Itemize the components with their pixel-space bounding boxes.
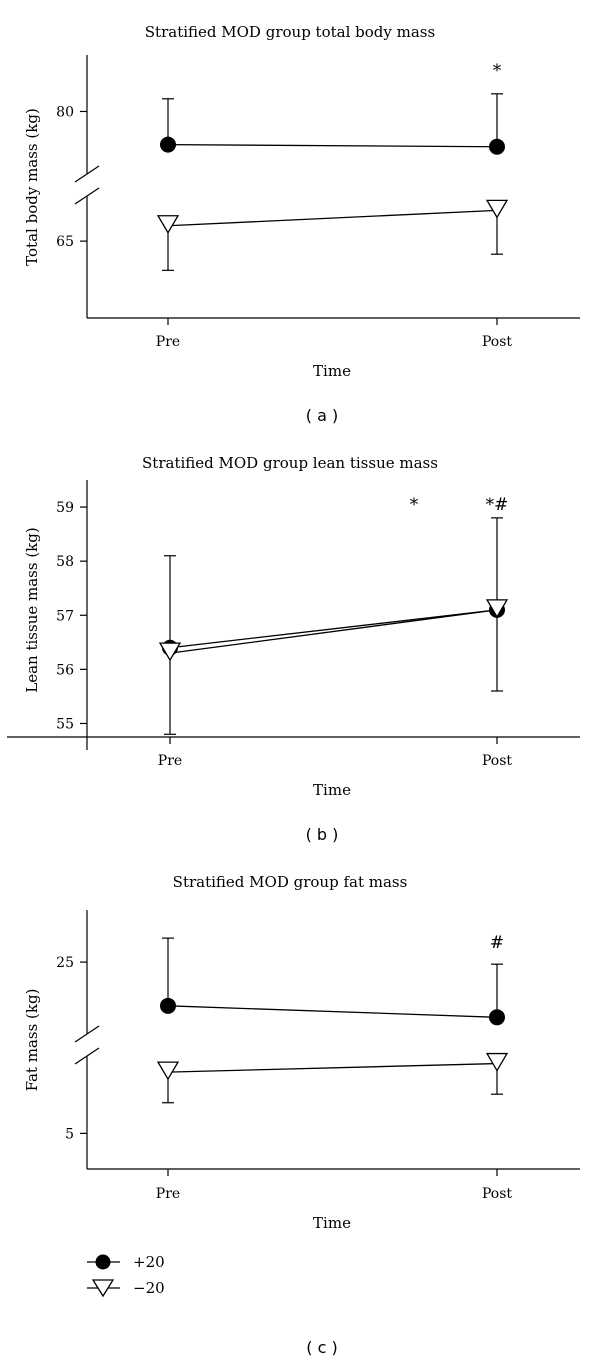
data-point [160,997,176,1014]
x-axis-label: Time [313,1214,351,1232]
series-plus-20 [160,937,505,1026]
y-axis-label: Fat mass (kg) [23,989,41,1092]
y-axis-label: Total body mass (kg) [23,108,41,266]
legend-marker [95,1254,111,1270]
legend-label: −20 [133,1279,165,1297]
significance-marker: *# [486,495,509,515]
y-tick-label: 58 [56,554,74,570]
significance-marker: * [410,495,419,515]
x-tick-label: Post [482,1186,512,1202]
legend: +20−20 [87,1253,165,1298]
axis-break-mark [74,1025,100,1043]
series-line [167,1062,498,1073]
series-plus-20 [160,93,505,155]
y-axis-label: Lean tissue mass (kg) [23,527,41,692]
x-axis-label: Time [313,362,351,380]
y-tick-label: 55 [56,716,74,732]
y-tick-label: 56 [56,662,74,678]
legend-item: −20 [87,1279,165,1298]
series-minus-20 [156,1052,509,1104]
axis-break-mark [74,187,100,205]
significance-marker: # [490,933,504,953]
panel-caption: ( a ) [306,406,338,425]
chart-title: Stratified MOD group total body mass [145,23,435,41]
series-line [169,609,498,654]
series-line [167,209,498,227]
panel-caption: ( b ) [306,825,339,844]
legend-item: +20 [87,1253,165,1271]
data-point [485,1052,509,1072]
panel-caption: ( c ) [306,1338,337,1357]
x-axis-label: Time [313,781,351,799]
legend-marker [91,1279,115,1298]
axis-break-mark [74,165,100,183]
x-tick-label: Pre [156,334,180,350]
series-line [167,1005,498,1018]
data-point [160,136,176,153]
series-minus-20 [156,199,509,271]
y-tick-label: 5 [65,1126,74,1142]
series-plus-20 [162,517,505,735]
data-point [489,1009,505,1026]
y-tick-label: 25 [56,955,74,971]
series-line [167,143,498,148]
x-tick-label: Post [482,334,512,350]
axis-break-mark [74,1047,100,1065]
x-tick-label: Post [482,753,512,769]
y-tick-label: 65 [56,234,74,250]
legend-label: +20 [133,1253,165,1271]
chart-title: Stratified MOD group lean tissue mass [142,454,438,472]
series-line [169,609,498,649]
data-point [485,599,509,619]
y-tick-label: 59 [56,500,74,516]
chart-panel-3: Stratified MOD group fat mass 5 25 Pre Post T… [23,873,580,1357]
x-tick-label: Pre [158,753,182,769]
data-point [485,199,509,219]
series-minus-20 [158,599,509,662]
x-tick-label: Pre [156,1186,180,1202]
data-point [156,215,180,235]
data-point [489,138,505,155]
y-tick-label: 57 [56,608,74,624]
data-point [158,642,182,662]
chart-title: Stratified MOD group fat mass [173,873,408,891]
significance-marker: * [493,61,502,81]
chart-panel-2: Stratified MOD group lean tissue mass 55 5… [7,454,580,844]
y-tick-label: 80 [56,104,74,120]
chart-panel-1: Stratified MOD group total body mass 65 80… [23,23,580,425]
data-point [156,1061,180,1081]
